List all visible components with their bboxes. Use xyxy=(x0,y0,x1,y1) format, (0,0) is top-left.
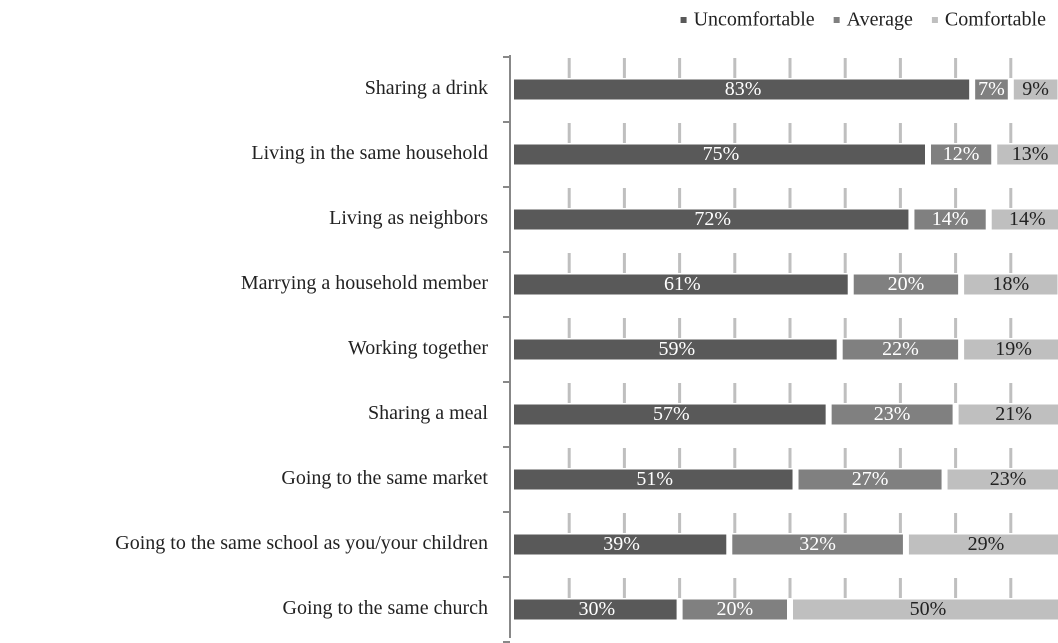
data-label: 50% xyxy=(910,598,947,620)
data-label: 22% xyxy=(882,338,919,360)
bar-segment xyxy=(514,144,925,165)
bar-segment xyxy=(991,209,1058,230)
y-tick-label: Going to the same market xyxy=(281,467,488,489)
legend-label: Uncomfortable xyxy=(694,9,815,31)
bar-segment xyxy=(842,339,959,360)
bar-segment xyxy=(793,599,1058,620)
bar-segment xyxy=(514,209,909,230)
data-label: 18% xyxy=(992,273,1029,295)
bar-segment xyxy=(514,469,793,490)
data-label: 14% xyxy=(1009,208,1046,230)
bar-segment xyxy=(947,469,1058,490)
y-tick-label: Going to the same school as you/your chi… xyxy=(115,532,488,554)
data-label: 23% xyxy=(874,403,911,425)
data-label: 39% xyxy=(603,533,640,555)
bar-segment xyxy=(514,599,677,620)
data-label: 29% xyxy=(968,533,1005,555)
bar-segment xyxy=(831,404,953,425)
bar-segment xyxy=(975,79,1008,100)
bar-segment xyxy=(908,534,1058,555)
data-label: 9% xyxy=(1022,78,1049,100)
bar-segment xyxy=(514,534,727,555)
bar-segment xyxy=(914,209,986,230)
y-tick-label: Living in the same household xyxy=(251,142,488,164)
data-label: 32% xyxy=(799,533,836,555)
data-label: 72% xyxy=(694,208,731,230)
y-tick-label: Sharing a meal xyxy=(368,402,488,424)
data-label: 20% xyxy=(888,273,925,295)
legend-swatch xyxy=(931,17,938,23)
bar-segment xyxy=(514,339,837,360)
data-label: 57% xyxy=(653,403,690,425)
bar-segment xyxy=(931,144,992,165)
data-label: 20% xyxy=(716,598,753,620)
y-tick-label: Marrying a household member xyxy=(241,272,488,294)
data-label: 13% xyxy=(1012,143,1049,165)
data-label: 61% xyxy=(664,273,701,295)
data-label: 51% xyxy=(636,468,673,490)
bar-segment xyxy=(514,79,970,100)
legend-swatch xyxy=(833,17,840,23)
data-label: 19% xyxy=(995,338,1032,360)
bar-segment xyxy=(732,534,903,555)
data-label: 59% xyxy=(659,338,696,360)
data-label: 7% xyxy=(978,78,1005,100)
bar-segment xyxy=(1013,79,1058,100)
bar-segment xyxy=(958,404,1058,425)
legend-swatch xyxy=(680,17,687,23)
y-tick-label: Working together xyxy=(348,337,488,359)
bar-segment xyxy=(514,404,826,425)
bar-segment xyxy=(514,274,848,295)
bar-segment xyxy=(964,339,1058,360)
data-label: 23% xyxy=(990,468,1027,490)
legend-label: Comfortable xyxy=(945,9,1046,31)
data-label: 75% xyxy=(703,143,740,165)
data-label: 30% xyxy=(578,598,615,620)
bar-segment xyxy=(682,599,787,620)
y-tick-label: Living as neighbors xyxy=(329,207,488,229)
bar-segment xyxy=(964,274,1058,295)
y-tick-label: Going to the same church xyxy=(283,597,489,619)
y-tick-label: Sharing a drink xyxy=(365,77,488,99)
data-label: 14% xyxy=(932,208,969,230)
legend-label: Average xyxy=(847,9,913,31)
data-label: 12% xyxy=(943,143,980,165)
data-label: 27% xyxy=(852,468,889,490)
bar-segment xyxy=(798,469,942,490)
bar-segment xyxy=(997,144,1058,165)
data-label: 83% xyxy=(725,78,762,100)
data-label: 21% xyxy=(995,403,1032,425)
bar-segment xyxy=(853,274,959,295)
